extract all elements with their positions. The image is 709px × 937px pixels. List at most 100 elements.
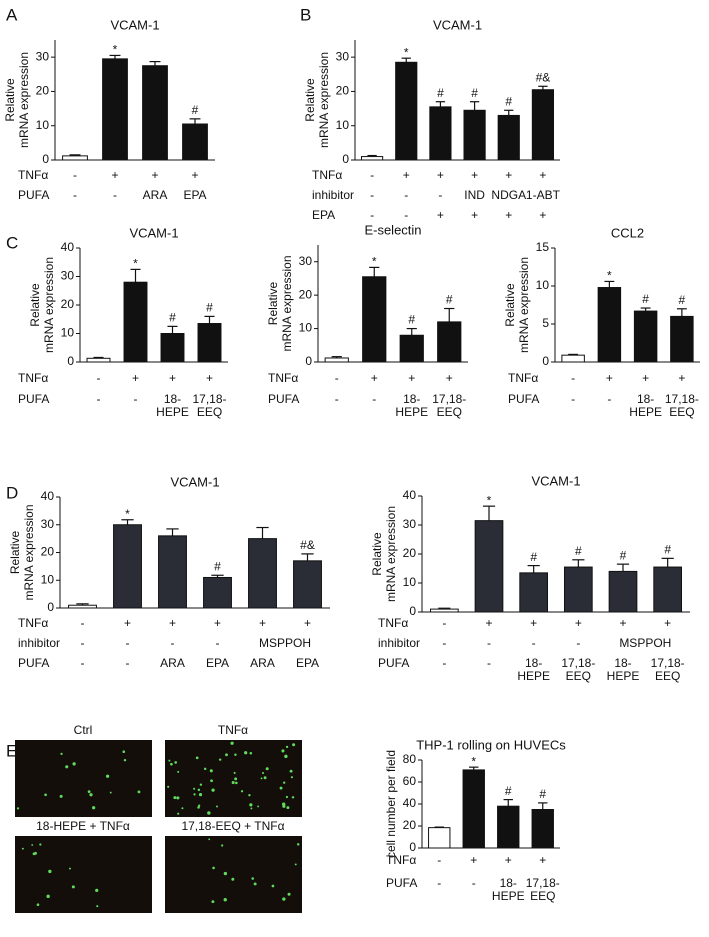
significance-label: # (505, 94, 512, 108)
bar (203, 576, 232, 609)
cell-dot (249, 803, 253, 807)
cell-dot (234, 777, 238, 781)
condition-value: + (259, 616, 266, 630)
micrograph (165, 836, 302, 913)
condition-name: PUFA (18, 392, 49, 406)
significance-label: # (437, 86, 444, 100)
condition-value: - (372, 392, 376, 406)
cell-dot (167, 785, 170, 788)
condition-value: - (404, 188, 408, 202)
y-axis-label: mRNA expression (280, 255, 294, 351)
cell-dot (87, 790, 91, 794)
bar (531, 809, 554, 849)
y-tick-label: 80 (403, 752, 417, 766)
significance-label: * (133, 257, 138, 271)
significance-label: * (471, 754, 476, 768)
condition-value: MSPPOH (259, 636, 311, 650)
condition-name: TNFα (386, 853, 416, 867)
condition-value: 18- (525, 656, 542, 670)
cell-dot (257, 805, 260, 808)
chart-title: VCAM-1 (170, 474, 219, 489)
condition-value: + (151, 168, 158, 182)
bar (324, 357, 349, 363)
condition-value: + (437, 168, 444, 182)
condition-value: 17,18- (665, 392, 699, 406)
condition-value: + (437, 208, 444, 222)
cell-dot (122, 750, 126, 754)
condition-value: + (505, 208, 512, 222)
bar (360, 156, 384, 161)
bar (429, 106, 452, 161)
cell-dot (296, 843, 300, 846)
image-label: 17,18-EEQ + TNFα (181, 819, 284, 833)
bar (531, 89, 555, 161)
chart-title: VCAM-1 (129, 225, 178, 240)
condition-value: 18- (164, 392, 181, 406)
cell-dot (285, 795, 289, 799)
cell-dot (234, 753, 237, 756)
condition-value: - (335, 392, 339, 406)
y-tick-label: 20 (41, 545, 55, 559)
condition-value: - (571, 371, 575, 385)
cell-dot (89, 793, 93, 797)
cell-dot (208, 838, 211, 841)
y-tick-label: 0 (47, 600, 54, 614)
y-tick-label: 10 (61, 326, 75, 340)
bar (160, 333, 185, 363)
cell-dot (283, 781, 286, 784)
significance-label: # (192, 103, 199, 117)
condition-value: + (470, 853, 477, 867)
condition-value: - (370, 168, 374, 182)
cell-dot (212, 866, 215, 870)
chart-title: E-selectin (364, 222, 421, 237)
bar (113, 524, 142, 609)
condition-value: - (81, 656, 85, 670)
panel-label: C (6, 233, 18, 252)
cell-dot (279, 786, 283, 790)
cell-dot (271, 884, 275, 888)
image-label: TNFα (218, 723, 248, 737)
cell-dot (170, 762, 173, 766)
significance-label: * (487, 493, 492, 507)
y-tick-label: 30 (36, 49, 50, 63)
cell-dot (174, 761, 178, 764)
condition-value: + (214, 616, 221, 630)
significance-label: * (404, 45, 409, 59)
cell-dot (137, 790, 141, 794)
y-tick-label: 40 (403, 488, 417, 502)
condition-name: inhibitor (18, 636, 60, 650)
panel-label: D (6, 483, 18, 502)
cell-dot (284, 754, 288, 759)
y-tick-label: 10 (299, 321, 313, 335)
cell-dot (193, 793, 196, 796)
condition-value: - (437, 853, 441, 867)
cell-dot (36, 903, 40, 907)
condition-value: 17,18- (192, 392, 226, 406)
condition-name: PUFA (508, 392, 539, 406)
condition-value: - (472, 876, 476, 890)
y-tick-label: 10 (41, 572, 55, 586)
cell-dot (223, 871, 228, 876)
y-axis-label: Relative (266, 282, 280, 326)
cell-dot (105, 774, 110, 778)
condition-name: EPA (312, 208, 335, 222)
condition-value: - (487, 636, 491, 650)
cell-dot (21, 847, 24, 850)
condition-value: - (370, 188, 374, 202)
condition-value: + (371, 371, 378, 385)
bar (561, 354, 585, 363)
condition-value: EEQ (655, 669, 680, 683)
y-axis-label: mRNA expression (317, 52, 331, 148)
condition-value: + (403, 168, 410, 182)
panel-label: A (6, 5, 18, 24)
condition-value: - (216, 636, 220, 650)
significance-label: * (607, 269, 612, 283)
condition-value: MSPPOH (619, 636, 671, 650)
condition-name: PUFA (268, 392, 299, 406)
y-tick-label: 30 (61, 269, 75, 283)
y-tick-label: 0 (542, 354, 549, 368)
y-axis-label: Relative (28, 283, 42, 327)
condition-value: + (575, 616, 582, 630)
condition-value: EEQ (437, 405, 462, 419)
